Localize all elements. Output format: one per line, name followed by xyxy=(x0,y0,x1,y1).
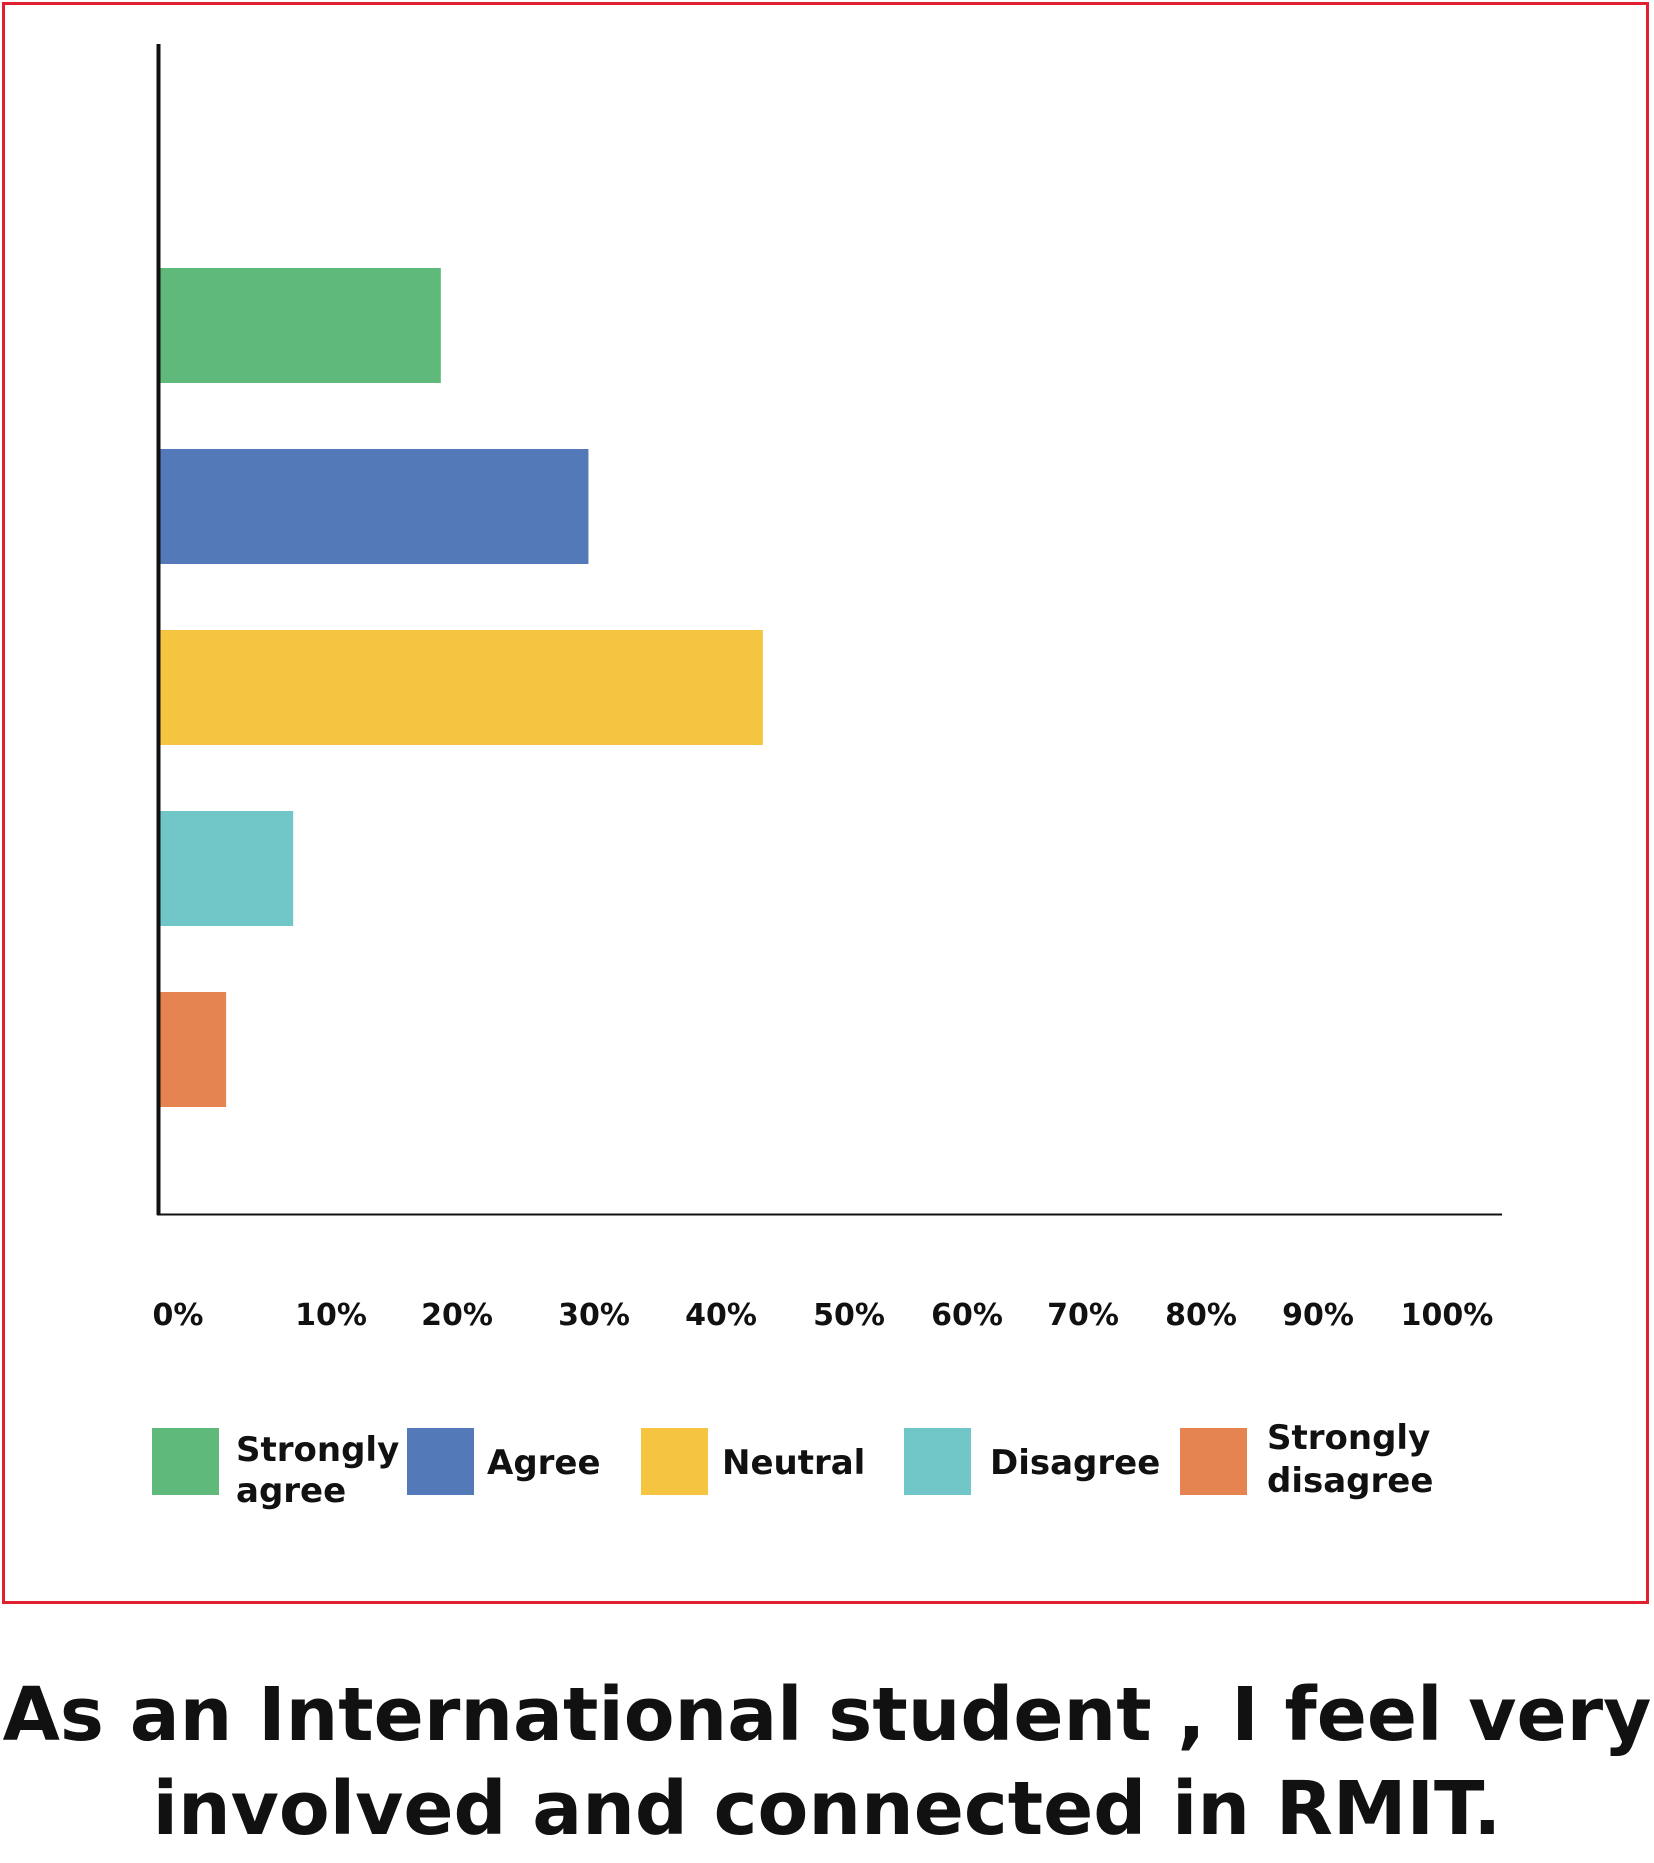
legend-label-disagree-line-1: Disagree xyxy=(990,1443,1160,1483)
chart-title: As an International student , I feel ver… xyxy=(0,1668,1654,1856)
x-tick-label-90pct: 90% xyxy=(1282,1298,1354,1333)
legend-swatch-disagree xyxy=(904,1428,971,1495)
bar-strongly-disagree xyxy=(159,992,227,1107)
legend-swatch-strongly-agree xyxy=(152,1428,219,1495)
legend-label-neutral-line-1: Neutral xyxy=(722,1443,865,1483)
x-tick-label-0pct: 0% xyxy=(153,1298,204,1333)
legend-label-strongly-agree-line-1: Strongly xyxy=(236,1430,399,1470)
legend-swatch-neutral xyxy=(641,1428,708,1495)
chart-title-line-1: As an International student , I feel ver… xyxy=(2,1672,1652,1758)
bar-disagree xyxy=(159,811,294,926)
chart-frame xyxy=(2,2,1649,1604)
chart: 0% 10% 20% 30% 40% 50% 60% 70% 80% 90% 100% Strongl… xyxy=(152,44,1502,1511)
legend-label-strongly-disagree-line-2: disagree xyxy=(1267,1461,1433,1501)
legend-swatch-agree xyxy=(407,1428,474,1495)
x-tick-label-50pct: 50% xyxy=(813,1298,885,1333)
chart-title-line-2: involved and connected in RMIT. xyxy=(152,1766,1502,1852)
legend-label-strongly-disagree-line-1: Strongly xyxy=(1267,1418,1430,1458)
legend-swatch-strongly-disagree xyxy=(1180,1428,1247,1495)
x-tick-label-20pct: 20% xyxy=(421,1298,493,1333)
x-tick-label-100pct: 100% xyxy=(1401,1298,1494,1333)
x-tick-label-30pct: 30% xyxy=(558,1298,630,1333)
x-tick-label-60pct: 60% xyxy=(931,1298,1003,1333)
x-tick-label-40pct: 40% xyxy=(685,1298,757,1333)
legend-label-agree-line-1: Agree xyxy=(487,1443,601,1483)
x-tick-label-80pct: 80% xyxy=(1165,1298,1237,1333)
bar-agree xyxy=(159,449,589,564)
x-tick-label-70pct: 70% xyxy=(1047,1298,1119,1333)
bar-strongly-agree xyxy=(159,268,441,383)
bar-neutral xyxy=(159,630,763,745)
x-tick-label-10pct: 10% xyxy=(295,1298,367,1333)
legend-label-strongly-agree-line-2: agree xyxy=(236,1471,346,1511)
